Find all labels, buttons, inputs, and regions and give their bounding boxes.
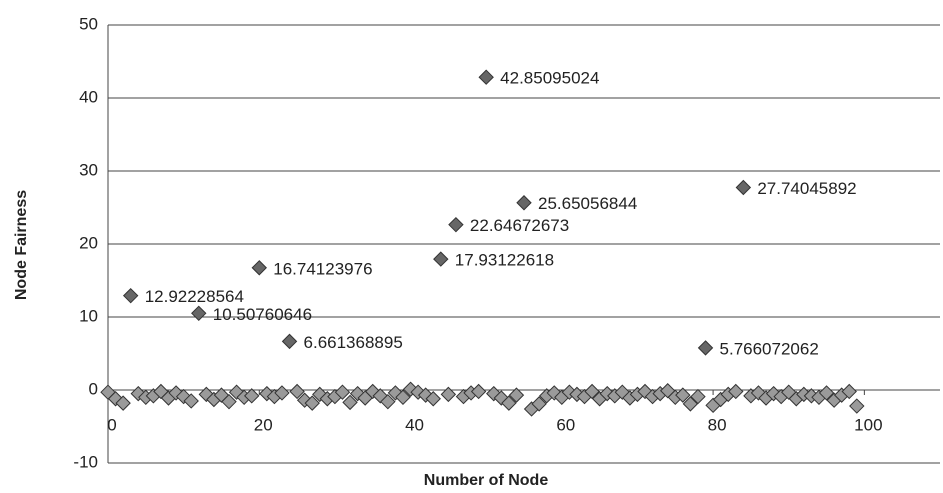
data-point bbox=[478, 69, 494, 85]
data-point bbox=[531, 396, 547, 412]
data-point bbox=[191, 305, 207, 322]
data-point bbox=[849, 398, 865, 414]
x-tick-label: 100 bbox=[854, 415, 882, 434]
data-point bbox=[501, 395, 517, 411]
data-point bbox=[516, 195, 532, 211]
data-point bbox=[841, 383, 857, 400]
data-point bbox=[750, 385, 767, 401]
data-point bbox=[440, 386, 457, 403]
data-point bbox=[342, 394, 358, 411]
data-point bbox=[425, 391, 441, 407]
data-label: 42.85095024 bbox=[500, 69, 599, 88]
data-label: 22.64672673 bbox=[470, 216, 569, 235]
y-tick-label: 30 bbox=[79, 160, 98, 179]
data-point bbox=[735, 179, 752, 196]
data-label: 12.92228564 bbox=[145, 287, 244, 306]
data-point bbox=[304, 395, 320, 411]
data-label: 25.65056844 bbox=[538, 194, 637, 213]
data-point bbox=[697, 340, 714, 356]
data-point bbox=[289, 383, 305, 400]
y-tick-label: 20 bbox=[79, 233, 98, 252]
data-label: 10.50760646 bbox=[213, 305, 312, 324]
y-tick-label: 40 bbox=[79, 87, 98, 106]
data-point bbox=[221, 393, 237, 410]
data-point bbox=[130, 385, 146, 402]
y-tick-label: 0 bbox=[89, 379, 98, 398]
data-point bbox=[281, 333, 298, 350]
data-point bbox=[274, 385, 290, 401]
x-tick-label: 20 bbox=[254, 415, 273, 434]
data-point bbox=[334, 384, 351, 400]
x-axis-label: Number of Node bbox=[424, 472, 549, 489]
data-label: 16.74123976 bbox=[273, 259, 372, 278]
data-point bbox=[296, 392, 313, 408]
y-tick-label: 50 bbox=[79, 14, 98, 33]
data-point bbox=[372, 388, 388, 404]
data-point bbox=[682, 396, 699, 412]
data-point bbox=[168, 385, 184, 401]
data-label: 27.74045892 bbox=[757, 179, 856, 198]
data-point bbox=[107, 391, 124, 407]
data-point bbox=[690, 388, 706, 405]
y-tick-label: -10 bbox=[73, 452, 98, 471]
data-label: 5.766072062 bbox=[720, 339, 819, 358]
data-point bbox=[818, 385, 835, 401]
data-point bbox=[115, 395, 131, 411]
data-point bbox=[122, 287, 139, 304]
y-tick-label: 10 bbox=[79, 306, 98, 325]
data-point bbox=[312, 386, 328, 403]
data-label: 17.93122618 bbox=[455, 251, 554, 270]
data-point bbox=[417, 387, 434, 403]
x-tick-label: 60 bbox=[556, 415, 575, 434]
y-axis-label: Node Fairness bbox=[13, 190, 30, 300]
data-point bbox=[470, 383, 487, 400]
data-point bbox=[395, 389, 411, 406]
data-point bbox=[251, 260, 267, 276]
data-label: 6.661368895 bbox=[304, 333, 403, 352]
data-point bbox=[183, 393, 199, 409]
data-point bbox=[448, 216, 464, 233]
data-point bbox=[244, 388, 260, 404]
data-point bbox=[508, 387, 525, 403]
data-point bbox=[228, 384, 245, 400]
data-point bbox=[675, 387, 691, 403]
x-tick-label: 0 bbox=[107, 415, 116, 434]
data-point bbox=[433, 251, 449, 267]
data-point bbox=[728, 383, 744, 400]
x-tick-label: 80 bbox=[708, 415, 727, 434]
data-point bbox=[584, 383, 600, 400]
x-tick-label: 40 bbox=[405, 415, 424, 434]
data-point bbox=[213, 387, 230, 403]
data-point bbox=[546, 385, 562, 401]
data-point bbox=[380, 393, 396, 410]
